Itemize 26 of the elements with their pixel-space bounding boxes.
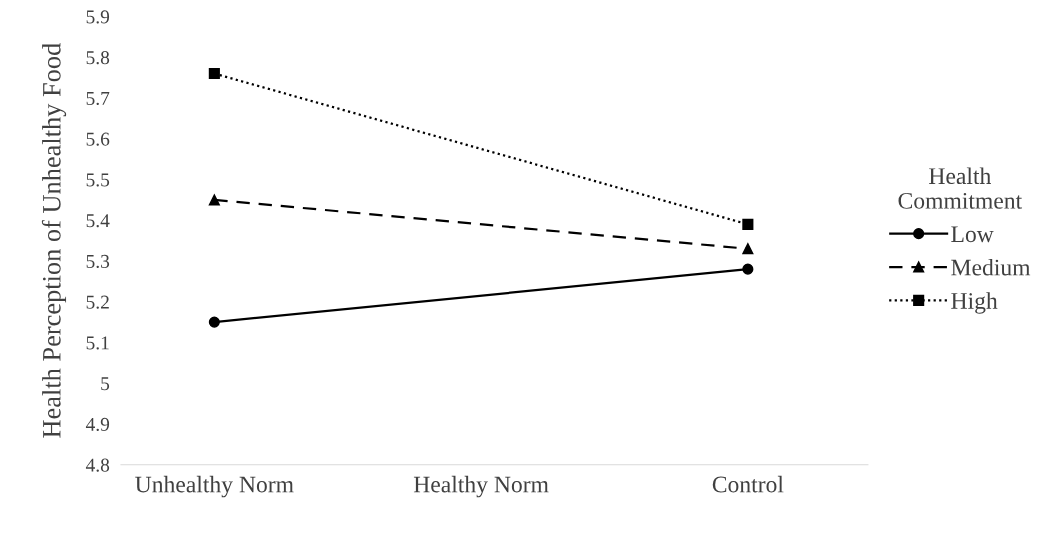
y-tick-label: 5.1 [86,336,109,350]
x-tick-label: Healthy Norm [413,475,549,498]
point [208,67,220,80]
y-tick-label: 5.6 [86,132,110,146]
y-tick-label: 5 [101,377,110,391]
y-tick-label: 4.9 [85,417,110,432]
y-tick-label: 5.4 [86,214,110,228]
y-tick-label: 5.2 [86,295,109,309]
point [742,243,754,255]
y-tick-label: 5.9 [86,10,110,24]
y-tick-label: 5.7 [86,92,110,106]
legend-label: Medium [951,258,1031,276]
y-tick-label: 5.3 [86,254,110,269]
point [742,263,754,275]
legend-label: High [951,292,998,314]
point [208,316,220,328]
x-tick-label: Unhealthy Norm [135,475,294,498]
legend-title: Health Commitment [898,167,1023,209]
y-axis-title: Health Perception of Unhealthy Food [41,43,67,438]
legend-label: Low [951,226,994,243]
x-tick-label: Control [712,475,784,493]
point [742,218,754,230]
y-tick-label: 4.8 [85,458,110,472]
point [208,194,220,206]
y-tick-label: 5.8 [86,51,110,65]
y-tick-label: 5.5 [86,173,110,187]
